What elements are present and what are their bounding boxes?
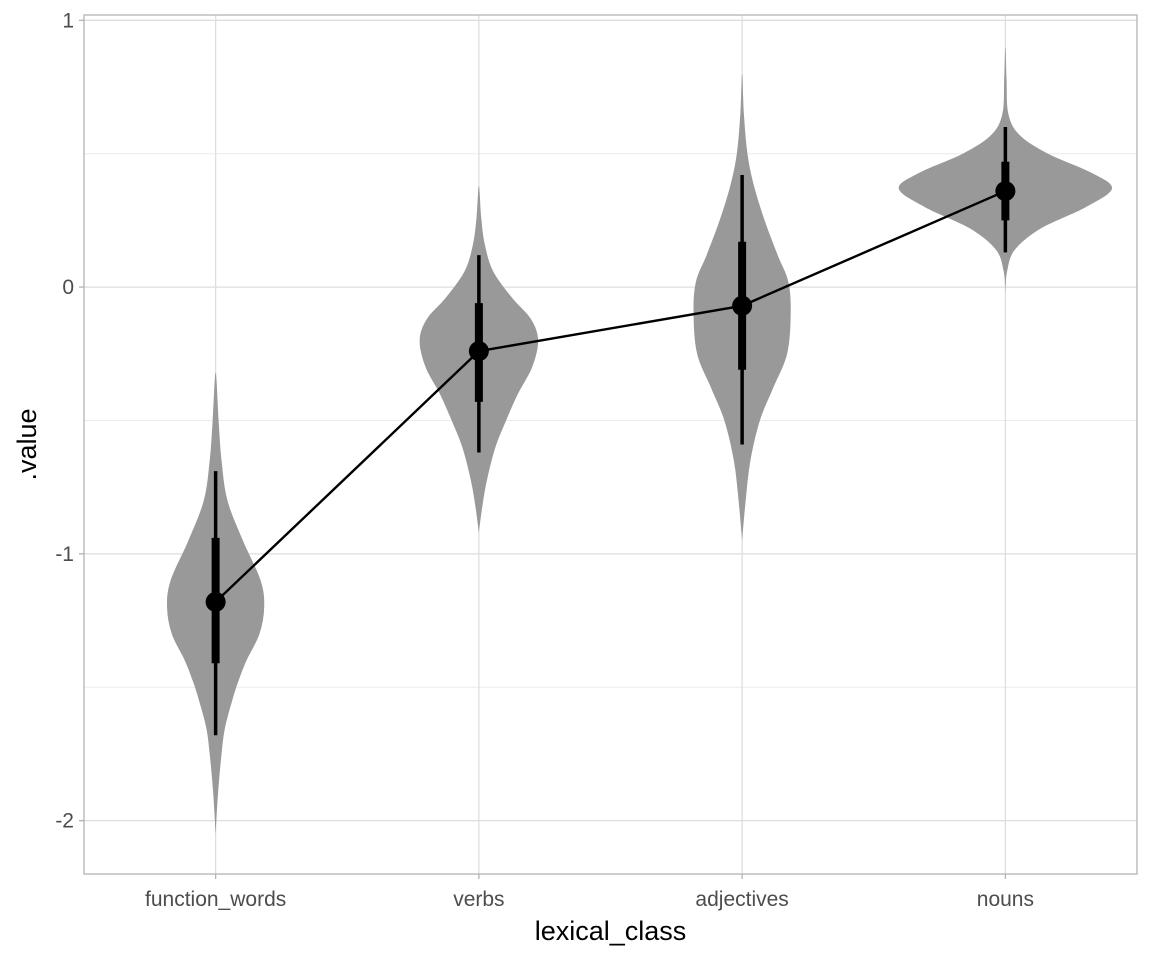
y-tick-label: -2 — [55, 810, 74, 833]
median-point-verbs — [468, 341, 489, 362]
x-tick-label: function_words — [145, 888, 286, 911]
y-tick-label: -1 — [55, 543, 74, 566]
median-point-nouns — [995, 181, 1016, 202]
median-point-adjectives — [732, 295, 753, 316]
median-points — [205, 181, 1016, 612]
x-tick-label: adjectives — [695, 888, 788, 911]
y-axis-title: .value — [12, 408, 42, 480]
x-tick-label: nouns — [977, 888, 1034, 911]
x-axis: function_words verbs adjectives nouns — [145, 874, 1034, 911]
x-tick-label: verbs — [453, 888, 504, 911]
minor-gridlines — [84, 153, 1137, 688]
median-connecting-line — [214, 189, 1006, 603]
y-axis: -2 -1 0 1 — [55, 9, 84, 833]
median-point-function_words — [205, 591, 226, 612]
x-axis-title: lexical_class — [535, 916, 687, 946]
plot-panel — [84, 15, 1137, 874]
panel-border — [83, 14, 1138, 875]
y-tick-label: 1 — [62, 9, 74, 32]
y-tick-label: 0 — [62, 276, 74, 299]
